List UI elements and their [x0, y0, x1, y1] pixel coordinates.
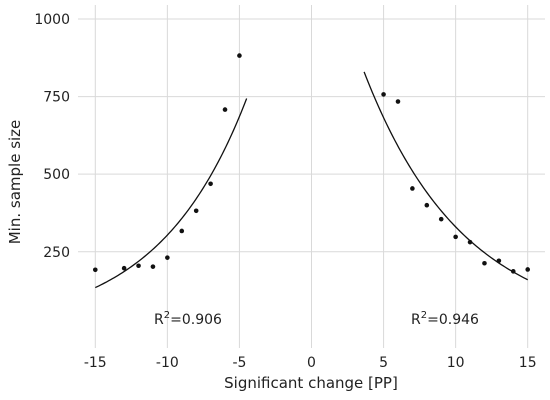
- r2-superscript: 2: [164, 310, 170, 321]
- r2-value: =0.906: [170, 312, 222, 328]
- data-points: [92, 53, 531, 274]
- data-point: [482, 260, 487, 266]
- data-point: [237, 53, 242, 58]
- grid: [78, 5, 545, 348]
- y-tick-label: 1000: [34, 12, 70, 28]
- data-point: [381, 92, 386, 97]
- data-point: [453, 234, 458, 240]
- y-tick-label: 500: [43, 167, 70, 183]
- r2-symbol: R: [154, 312, 164, 328]
- data-point: [510, 269, 516, 274]
- r2-symbol: R: [411, 312, 421, 328]
- data-point: [150, 264, 156, 269]
- data-point: [222, 107, 228, 112]
- fit-curves: [95, 71, 528, 289]
- data-point: [208, 181, 213, 187]
- annotations: R2=0.906 R2=0.946: [154, 310, 479, 328]
- fit-curve-positive: [363, 71, 528, 281]
- tick-labels: -15 -10 -5 0 5 10 15 250 500 750 1000: [34, 12, 536, 371]
- y-axis-title: Min. sample size: [6, 120, 24, 245]
- data-point: [165, 255, 170, 260]
- x-tick-label: -5: [232, 355, 246, 371]
- x-axis-title: Significant change [PP]: [224, 374, 398, 392]
- r2-annotation-positive: R2=0.946: [411, 310, 479, 328]
- r2-superscript: 2: [421, 310, 427, 321]
- x-tick-label: -10: [156, 355, 179, 371]
- data-point: [525, 267, 531, 272]
- x-tick-label: 10: [447, 355, 465, 371]
- data-point: [467, 239, 473, 245]
- data-point: [92, 267, 98, 273]
- data-point: [121, 265, 127, 271]
- y-tick-label: 250: [43, 245, 70, 261]
- fit-curve-negative: [95, 98, 248, 289]
- data-point: [410, 186, 415, 191]
- data-point: [136, 263, 141, 269]
- r2-value: =0.946: [427, 312, 479, 328]
- x-tick-label: 5: [379, 355, 388, 371]
- x-tick-label: 15: [519, 355, 537, 371]
- data-point: [496, 258, 502, 264]
- data-point: [193, 208, 199, 214]
- data-point: [424, 202, 430, 208]
- y-tick-label: 750: [43, 90, 70, 106]
- x-tick-label: -15: [84, 355, 107, 371]
- data-point: [438, 216, 444, 222]
- x-tick-label: 0: [307, 355, 316, 371]
- r2-annotation-negative: R2=0.906: [154, 310, 222, 328]
- data-point: [179, 228, 185, 234]
- data-point: [395, 99, 401, 104]
